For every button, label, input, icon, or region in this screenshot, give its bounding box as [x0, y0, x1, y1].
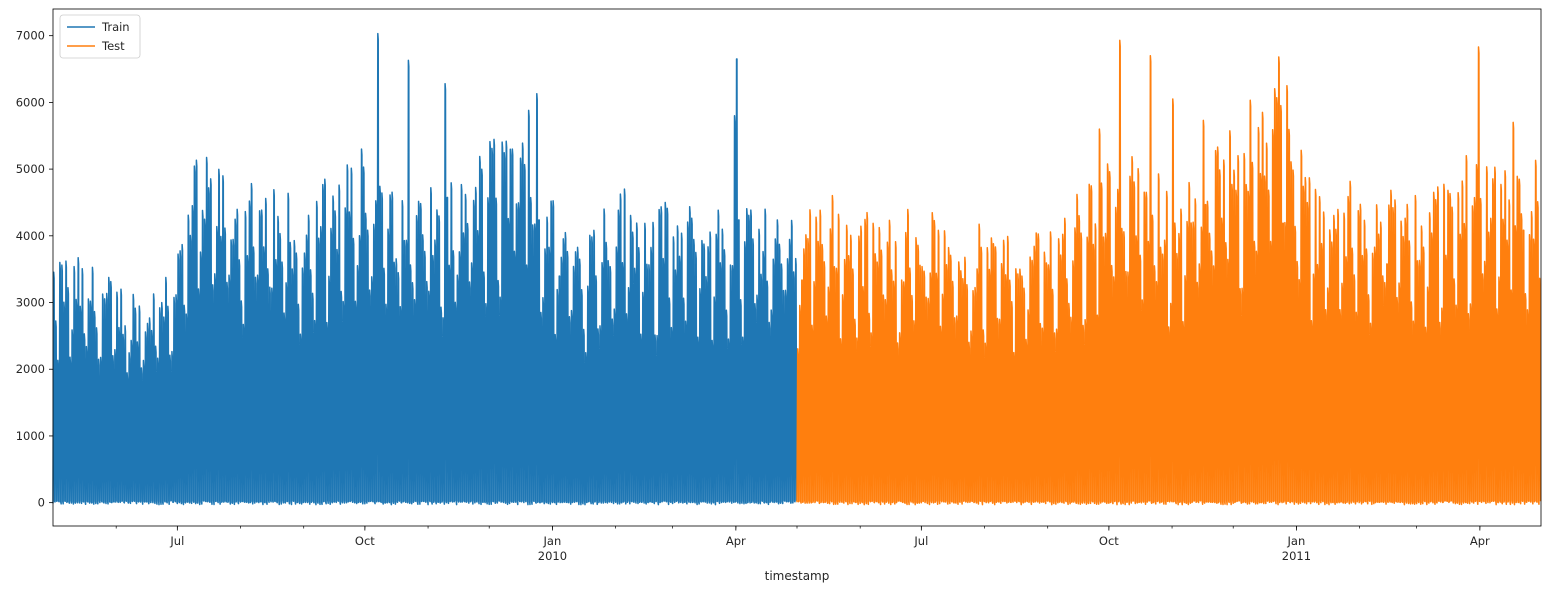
x-tick-label: Jan: [1287, 534, 1306, 548]
y-tick-label: 1000: [16, 429, 45, 443]
plot-area: [52, 32, 1542, 506]
y-tick-label: 6000: [16, 95, 45, 109]
legend-box: [59, 14, 141, 59]
series-line-train: [52, 32, 798, 506]
series-line-test: [796, 39, 1542, 506]
x-axis-label: timestamp: [765, 569, 830, 583]
x-tick-label: Jul: [913, 534, 928, 548]
legend-label-test: Test: [101, 39, 125, 53]
y-tick-label: 4000: [16, 229, 45, 243]
x-tick-year-label: 2011: [1282, 549, 1311, 563]
y-tick-label: 0: [38, 496, 45, 510]
y-tick-label: 2000: [16, 362, 45, 376]
y-tick-label: 3000: [16, 296, 45, 310]
x-tick-label: Apr: [1470, 534, 1490, 548]
legend-label-train: Train: [101, 20, 130, 34]
x-tick-year-label: 2010: [538, 549, 567, 563]
x-tick-label: Oct: [355, 534, 375, 548]
y-tick-label: 7000: [16, 29, 45, 43]
x-tick-label: Apr: [726, 534, 746, 548]
x-tick-label: Oct: [1099, 534, 1119, 548]
legend: Train Test: [59, 14, 141, 59]
y-tick-label: 5000: [16, 162, 45, 176]
x-tick-label: Jul: [169, 534, 184, 548]
x-tick-label: Jan: [543, 534, 562, 548]
